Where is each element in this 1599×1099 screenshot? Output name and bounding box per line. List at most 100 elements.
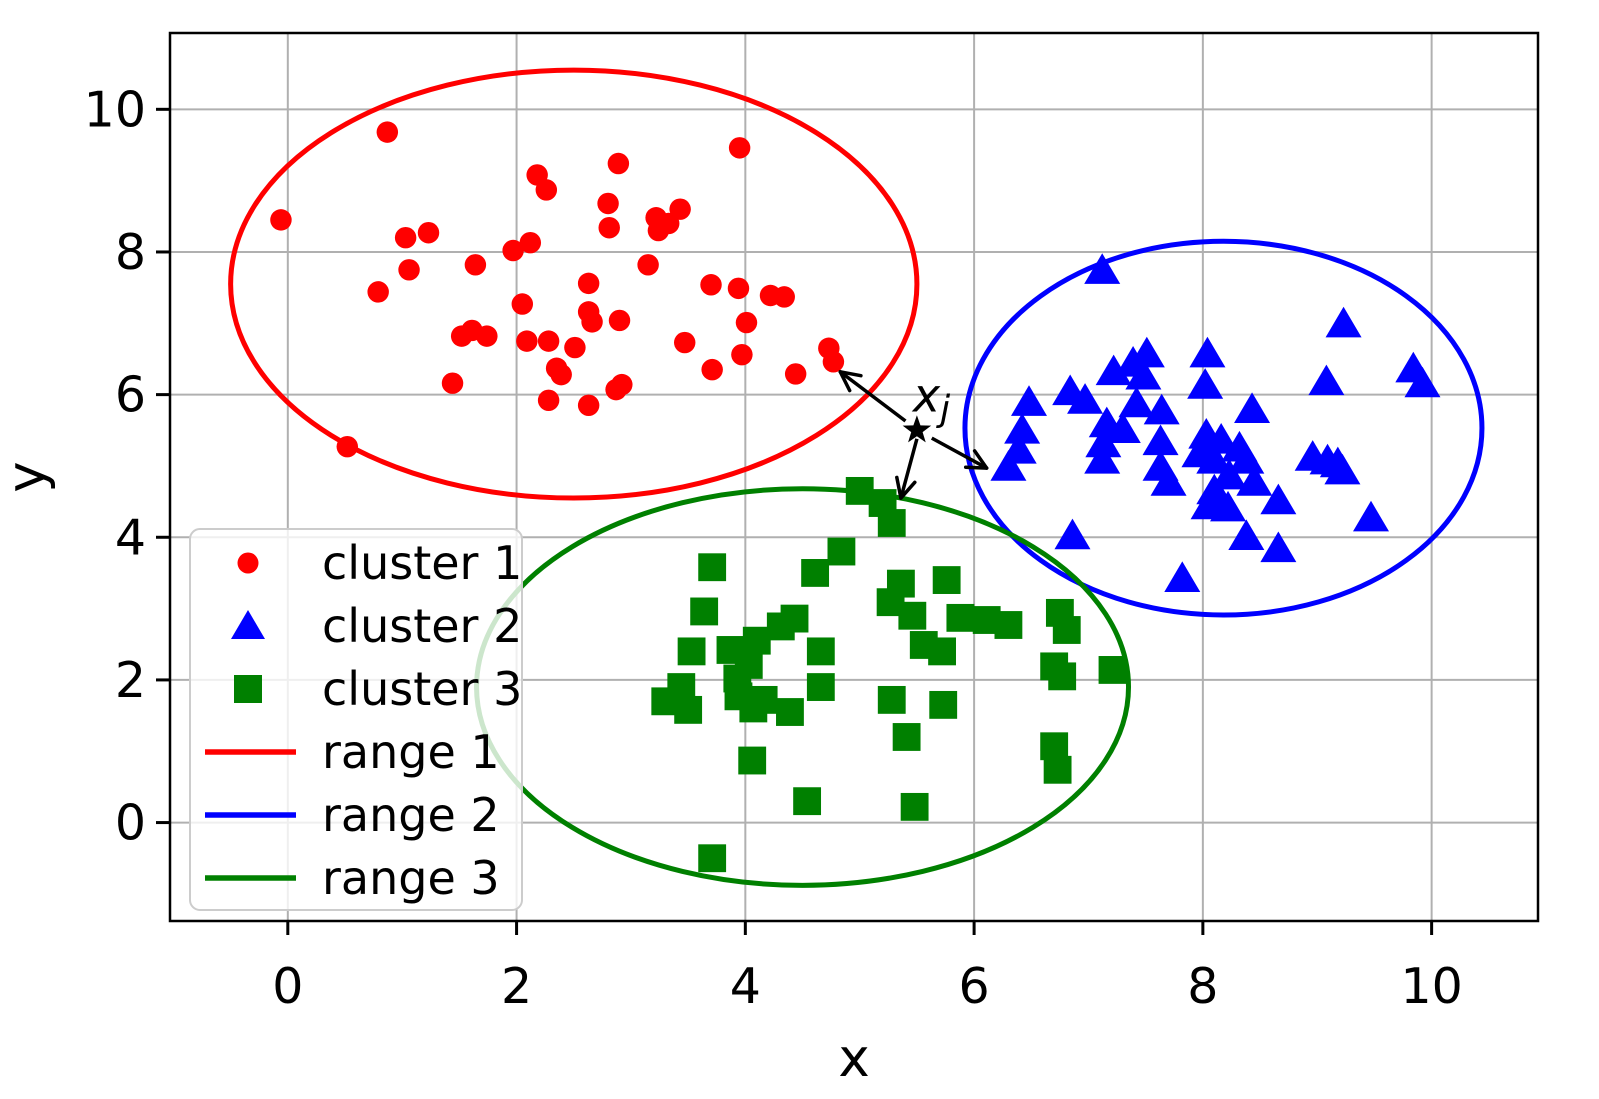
data-point-cluster-3 xyxy=(806,637,835,666)
data-point-cluster-2 xyxy=(1189,336,1226,368)
data-point-cluster-3 xyxy=(946,603,975,632)
data-point-cluster-2 xyxy=(1228,519,1265,550)
data-point-cluster-2 xyxy=(1196,443,1233,474)
data-point-cluster-2 xyxy=(1308,364,1345,396)
data-point-cluster-1 xyxy=(537,330,560,352)
annotation-arrowhead xyxy=(895,475,903,500)
data-point-cluster-1 xyxy=(577,394,600,417)
annotation-arrowhead xyxy=(899,480,917,500)
legend-marker-circle-icon xyxy=(237,552,259,574)
data-point-cluster-2 xyxy=(1210,490,1247,522)
legend-marker-triangle-icon xyxy=(231,610,265,639)
data-point-cluster-1 xyxy=(647,219,670,242)
data-point-cluster-1 xyxy=(605,378,627,401)
data-point-cluster-3 xyxy=(877,509,906,537)
data-point-cluster-1 xyxy=(728,137,751,159)
data-point-cluster-1 xyxy=(597,192,619,215)
data-point-cluster-1 xyxy=(336,435,359,458)
legend-marker-square-icon xyxy=(234,675,262,703)
x-tick-label: 8 xyxy=(1187,958,1218,1015)
data-point-cluster-1 xyxy=(727,277,750,300)
data-point-cluster-2 xyxy=(1084,443,1121,474)
data-point-cluster-2 xyxy=(1128,336,1165,368)
data-point-cluster-1 xyxy=(564,336,586,359)
x-tick-label: 10 xyxy=(1400,958,1462,1015)
data-point-cluster-2 xyxy=(1260,531,1297,563)
data-point-cluster-2 xyxy=(1004,413,1041,444)
data-point-cluster-3 xyxy=(1043,755,1072,784)
data-point-cluster-1 xyxy=(398,259,420,281)
range-ellipse-1 xyxy=(228,67,920,501)
data-point-cluster-1 xyxy=(464,254,487,276)
annotation-arrow xyxy=(839,370,907,423)
data-point-cluster-3 xyxy=(742,626,771,655)
data-point-cluster-1 xyxy=(701,358,723,381)
data-point-cluster-3 xyxy=(776,698,804,726)
data-point-cluster-1 xyxy=(550,363,572,386)
data-point-cluster-1 xyxy=(537,389,560,412)
annotation-label: xj xyxy=(911,368,950,429)
data-point-cluster-1 xyxy=(608,309,631,332)
data-point-cluster-3 xyxy=(827,537,856,566)
data-point-cluster-2 xyxy=(1164,561,1201,593)
plot-border xyxy=(168,31,1540,923)
data-point-cluster-3 xyxy=(928,637,956,666)
data-point-cluster-3 xyxy=(806,673,835,701)
data-point-cluster-2 xyxy=(1118,386,1155,418)
data-point-cluster-2 xyxy=(990,450,1027,481)
data-point-cluster-2 xyxy=(1084,253,1121,284)
legend-item-label: cluster 3 xyxy=(322,662,522,716)
data-point-cluster-3 xyxy=(780,604,809,633)
legend-item-label: range 1 xyxy=(322,725,500,779)
y-axis-label: y xyxy=(0,461,57,492)
data-point-cluster-3 xyxy=(738,746,767,775)
data-point-cluster-3 xyxy=(1040,732,1069,761)
data-point-cluster-2 xyxy=(1125,358,1162,390)
data-point-cluster-1 xyxy=(822,351,845,373)
legend-item-label: range 3 xyxy=(322,851,500,905)
range-ellipse-3 xyxy=(474,486,1132,888)
data-point-cluster-2 xyxy=(1260,483,1297,515)
data-point-cluster-3 xyxy=(892,723,921,751)
data-point-cluster-1 xyxy=(535,179,558,201)
range-ellipse-2 xyxy=(962,238,1485,618)
data-point-cluster-2 xyxy=(1234,392,1271,423)
data-point-cluster-1 xyxy=(441,372,464,394)
data-point-cluster-2 xyxy=(1325,306,1362,338)
data-point-cluster-1 xyxy=(519,231,542,254)
x-tick-label: 2 xyxy=(501,958,532,1015)
data-point-cluster-2 xyxy=(1211,458,1248,490)
legend-item-label: cluster 1 xyxy=(322,536,522,590)
data-point-cluster-2 xyxy=(1236,465,1273,496)
data-point-cluster-1 xyxy=(607,152,630,175)
data-point-cluster-1 xyxy=(700,274,722,296)
data-point-cluster-1 xyxy=(511,293,534,315)
data-point-cluster-1 xyxy=(502,239,524,262)
x-tick-label: 0 xyxy=(272,958,303,1015)
x-axis-label: x xyxy=(838,1028,869,1089)
y-tick-label: 2 xyxy=(115,652,146,709)
y-tick-label: 4 xyxy=(115,509,146,566)
data-point-cluster-1 xyxy=(637,254,659,276)
data-point-cluster-3 xyxy=(932,566,961,594)
data-point-cluster-3 xyxy=(698,844,727,873)
legend-item-label: cluster 2 xyxy=(322,599,522,653)
data-point-cluster-2 xyxy=(1095,354,1132,386)
data-point-cluster-1 xyxy=(731,343,753,366)
data-point-cluster-3 xyxy=(801,559,830,587)
data-point-cluster-1 xyxy=(394,226,417,249)
annotation-arrowhead xyxy=(972,449,989,470)
data-point-cluster-1 xyxy=(735,311,758,334)
data-point-cluster-3 xyxy=(1098,656,1127,684)
legend-item-label: range 2 xyxy=(322,788,500,842)
data-point-cluster-2 xyxy=(1203,423,1240,454)
data-point-cluster-1 xyxy=(417,221,440,244)
data-point-cluster-1 xyxy=(784,363,807,385)
y-tick-label: 0 xyxy=(115,795,146,852)
data-point-cluster-1 xyxy=(598,216,620,239)
data-point-cluster-3 xyxy=(698,553,727,582)
y-tick-label: 6 xyxy=(115,367,146,424)
data-point-cluster-1 xyxy=(669,198,691,220)
annotation-star-icon xyxy=(902,415,932,443)
